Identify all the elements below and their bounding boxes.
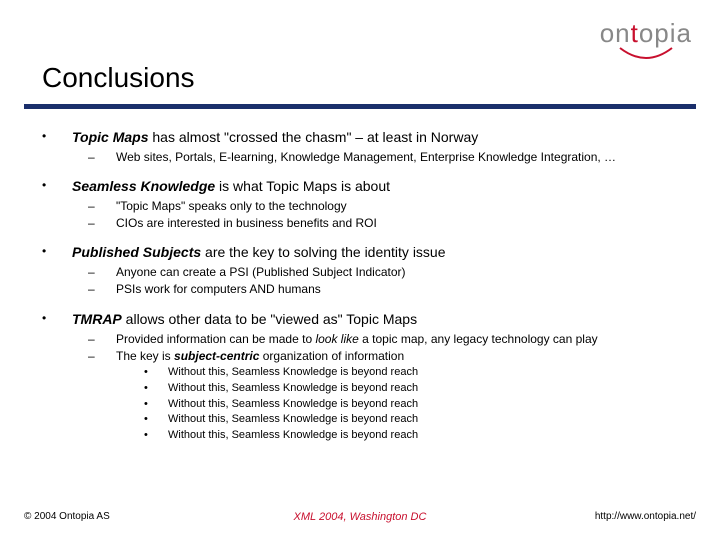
bullet-marker: • bbox=[42, 310, 72, 443]
bullet-heading: Published Subjects are the key to solvin… bbox=[72, 243, 692, 262]
logo-accent: t bbox=[631, 18, 639, 48]
sub-sub-bullet: •Without this, Seamless Knowledge is bey… bbox=[144, 381, 692, 396]
bullet-4: • TMRAP allows other data to be "viewed … bbox=[42, 310, 692, 443]
sub-sub-bullet: •Without this, Seamless Knowledge is bey… bbox=[144, 428, 692, 443]
bullet-2: • Seamless Knowledge is what Topic Maps … bbox=[42, 177, 692, 231]
logo-part1: on bbox=[600, 18, 631, 48]
footer: © 2004 Ontopia AS XML 2004, Washington D… bbox=[24, 511, 696, 522]
bullet-1: • Topic Maps has almost "crossed the cha… bbox=[42, 128, 692, 165]
page-title: Conclusions bbox=[42, 62, 195, 94]
sub-sub-bullet: •Without this, Seamless Knowledge is bey… bbox=[144, 365, 692, 380]
logo: ontopia bbox=[600, 18, 692, 67]
content-area: • Topic Maps has almost "crossed the cha… bbox=[42, 128, 692, 443]
logo-text: ontopia bbox=[600, 18, 692, 49]
logo-arc-icon bbox=[616, 46, 676, 62]
sub-bullet: –Web sites, Portals, E-learning, Knowled… bbox=[88, 149, 692, 165]
bullet-heading: Seamless Knowledge is what Topic Maps is… bbox=[72, 177, 692, 196]
bullet-marker: • bbox=[42, 128, 72, 165]
bullet-marker: • bbox=[42, 177, 72, 231]
footer-url: http://www.ontopia.net/ bbox=[595, 511, 696, 522]
bullet-heading: Topic Maps has almost "crossed the chasm… bbox=[72, 128, 692, 147]
bullet-marker: • bbox=[42, 243, 72, 297]
footer-event: XML 2004, Washington DC bbox=[294, 511, 427, 523]
sub-bullet: –PSIs work for computers AND humans bbox=[88, 281, 692, 297]
sub-bullet: –CIOs are interested in business benefit… bbox=[88, 215, 692, 231]
sub-sub-bullet: •Without this, Seamless Knowledge is bey… bbox=[144, 412, 692, 427]
bullet-3: • Published Subjects are the key to solv… bbox=[42, 243, 692, 297]
sub-sub-bullet: •Without this, Seamless Knowledge is bey… bbox=[144, 397, 692, 412]
sub-bullet: –Provided information can be made to loo… bbox=[88, 331, 692, 347]
sub-bullet: – The key is subject-centric organizatio… bbox=[88, 348, 692, 443]
sub-bullet: –Anyone can create a PSI (Published Subj… bbox=[88, 264, 692, 280]
footer-copyright: © 2004 Ontopia AS bbox=[24, 511, 110, 522]
logo-part3: opia bbox=[639, 18, 692, 48]
title-divider bbox=[24, 104, 696, 109]
bullet-heading: TMRAP allows other data to be "viewed as… bbox=[72, 310, 692, 329]
sub-bullet: –"Topic Maps" speaks only to the technol… bbox=[88, 198, 692, 214]
